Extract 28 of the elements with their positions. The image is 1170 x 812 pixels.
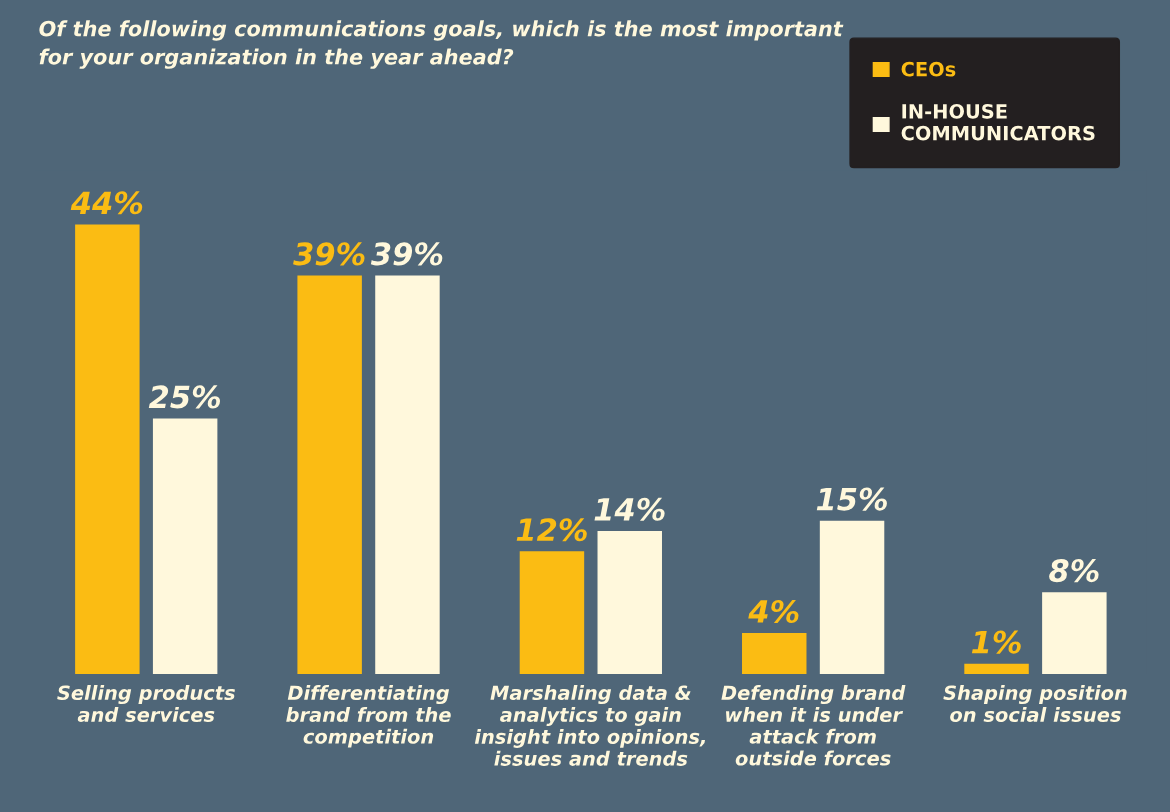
bar <box>152 418 218 674</box>
x-tick-label: Marshaling data & analytics to gain insight into opinions, issues and trends <box>474 685 705 766</box>
bar <box>742 633 807 674</box>
legend-label: IN-HOUSE COMMUNICATORS <box>901 103 1095 141</box>
bar <box>75 224 140 674</box>
data-label: 15% <box>816 487 887 511</box>
data-label: 4% <box>748 599 799 624</box>
data-label: 8% <box>1049 559 1099 583</box>
data-label: 1% <box>971 630 1021 654</box>
bar <box>819 520 885 674</box>
bar <box>297 275 362 674</box>
x-tick-label: Differentiating brand from the competition <box>286 685 451 748</box>
bar <box>519 551 585 674</box>
chart-title: Of the following communications goals, which is the most important for your organization in the year ahead? <box>39 20 844 69</box>
bar <box>597 530 662 674</box>
data-label: 12% <box>516 518 587 542</box>
data-label: 14% <box>594 497 665 521</box>
bar <box>1042 592 1107 674</box>
x-tick-label: Defending brand when it is under attack from outside forces <box>721 685 906 766</box>
bar <box>964 663 1029 674</box>
legend-label: CEOs <box>901 61 956 77</box>
data-label: 25% <box>148 385 221 409</box>
data-label: 39% <box>293 242 365 266</box>
x-tick-label: Selling products and services <box>57 685 235 723</box>
data-label: 39% <box>370 242 443 266</box>
x-tick-label: Shaping position on social issues <box>943 685 1127 723</box>
data-label: 44% <box>70 191 143 215</box>
bar <box>375 275 440 674</box>
